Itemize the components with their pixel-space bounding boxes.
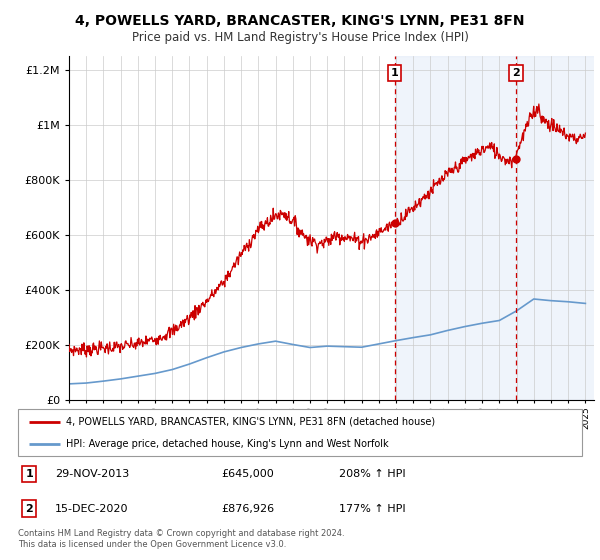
Text: 1: 1 [25,469,33,479]
Text: HPI: Average price, detached house, King's Lynn and West Norfolk: HPI: Average price, detached house, King… [66,438,389,449]
Text: 15-DEC-2020: 15-DEC-2020 [55,504,128,514]
Text: 2: 2 [512,68,520,78]
Text: 2: 2 [25,504,33,514]
Text: Contains HM Land Registry data © Crown copyright and database right 2024.
This d: Contains HM Land Registry data © Crown c… [18,529,344,549]
Text: Price paid vs. HM Land Registry's House Price Index (HPI): Price paid vs. HM Land Registry's House … [131,31,469,44]
Text: £645,000: £645,000 [221,469,274,479]
Text: 208% ↑ HPI: 208% ↑ HPI [340,469,406,479]
Text: 4, POWELLS YARD, BRANCASTER, KING'S LYNN, PE31 8FN: 4, POWELLS YARD, BRANCASTER, KING'S LYNN… [75,14,525,28]
Bar [395,56,600,400]
Text: £876,926: £876,926 [221,504,274,514]
Text: 4, POWELLS YARD, BRANCASTER, KING'S LYNN, PE31 8FN (detached house): 4, POWELLS YARD, BRANCASTER, KING'S LYNN… [66,417,435,427]
Text: 1: 1 [391,68,398,78]
Text: 29-NOV-2013: 29-NOV-2013 [55,469,129,479]
FancyBboxPatch shape [18,409,582,456]
Text: 177% ↑ HPI: 177% ↑ HPI [340,504,406,514]
